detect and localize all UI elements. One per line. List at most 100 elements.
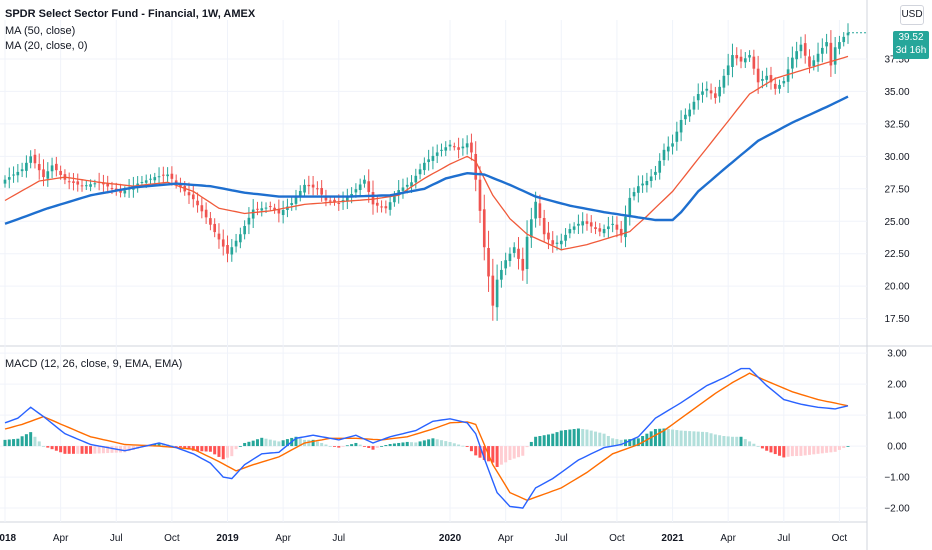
histogram-bar bbox=[512, 446, 516, 459]
time-tick-label: Apr bbox=[53, 533, 69, 544]
histogram-bar bbox=[846, 446, 850, 447]
histogram-bar bbox=[80, 446, 84, 454]
histogram-bar bbox=[795, 446, 799, 457]
candlestick-series[interactable] bbox=[3, 23, 850, 321]
candle bbox=[688, 103, 691, 122]
histogram-bar bbox=[273, 440, 277, 447]
histogram-bar bbox=[294, 436, 298, 447]
histogram-bar bbox=[833, 446, 837, 452]
histogram-bar bbox=[187, 446, 191, 450]
histogram-bar bbox=[452, 443, 456, 447]
currency-button[interactable]: USD bbox=[900, 5, 924, 25]
candle bbox=[842, 32, 846, 47]
histogram-bar bbox=[820, 446, 824, 454]
histogram-bar bbox=[42, 446, 46, 447]
candle bbox=[3, 175, 7, 188]
time-tick-label: Apr bbox=[720, 533, 736, 544]
candle bbox=[607, 216, 610, 238]
macd-line[interactable] bbox=[4, 367, 849, 509]
candle bbox=[508, 247, 512, 267]
signal-line[interactable] bbox=[4, 372, 849, 502]
candle bbox=[324, 189, 328, 207]
histogram-bar bbox=[701, 431, 705, 447]
histogram-bar bbox=[20, 436, 24, 447]
ma20-legend[interactable]: MA (20, close, 0) bbox=[5, 40, 88, 52]
candle bbox=[375, 195, 379, 213]
candle bbox=[649, 169, 653, 188]
ma20-line[interactable] bbox=[4, 55, 849, 251]
histogram-bar bbox=[341, 446, 345, 447]
histogram-bar bbox=[735, 436, 739, 447]
macd-tick-label: 3.00 bbox=[887, 349, 907, 360]
price-axis[interactable]: 17.50 20.00 22.50 25.00 27.50 30.00 32.50 35.00… bbox=[0, 54, 910, 325]
histogram-bar bbox=[829, 446, 833, 453]
histogram-bar bbox=[7, 439, 11, 447]
histogram-bar bbox=[84, 446, 88, 454]
candle bbox=[200, 197, 204, 219]
histogram-bar bbox=[598, 432, 602, 447]
histogram-bar bbox=[683, 430, 687, 447]
candle bbox=[435, 144, 439, 164]
candle bbox=[418, 163, 422, 180]
histogram-bar bbox=[281, 440, 285, 447]
histogram-bar bbox=[615, 439, 619, 447]
candle bbox=[346, 188, 349, 210]
candle bbox=[761, 70, 764, 89]
candle bbox=[136, 176, 139, 193]
histogram-bar bbox=[3, 439, 7, 447]
histogram-bar bbox=[89, 446, 93, 454]
candle bbox=[405, 177, 409, 194]
histogram-bar bbox=[247, 441, 251, 447]
candle bbox=[778, 79, 781, 94]
histogram-bar bbox=[170, 445, 174, 447]
price-tick-label: 37.50 bbox=[884, 54, 909, 65]
histogram-bar bbox=[572, 429, 576, 447]
candle bbox=[748, 50, 751, 62]
candle bbox=[470, 133, 473, 161]
histogram-bar bbox=[101, 446, 105, 454]
ma50-legend[interactable]: MA (50, close) bbox=[5, 25, 76, 37]
histogram-bar bbox=[538, 436, 542, 447]
candle bbox=[602, 224, 606, 238]
histogram-bar bbox=[345, 445, 349, 447]
histogram-bar bbox=[260, 437, 264, 447]
candle bbox=[316, 181, 319, 196]
histogram-bar bbox=[495, 446, 499, 467]
candle bbox=[307, 175, 311, 195]
histogram-bar bbox=[439, 440, 443, 447]
candle bbox=[320, 180, 323, 202]
histogram-bar bbox=[183, 446, 187, 449]
macd-tick-label: 0.00 bbox=[887, 442, 907, 453]
candle bbox=[452, 142, 456, 151]
candle bbox=[371, 180, 375, 215]
macd-tick-label: 1.00 bbox=[887, 411, 907, 422]
candle bbox=[380, 200, 383, 213]
candle bbox=[230, 239, 234, 262]
histogram-bar bbox=[337, 446, 341, 448]
histogram-bar bbox=[504, 446, 508, 463]
time-tick-label: 2021 bbox=[661, 533, 684, 544]
histogram-bar bbox=[594, 431, 598, 447]
ma50-line[interactable] bbox=[4, 95, 849, 225]
macd-legend[interactable]: MACD (12, 26, close, 9, EMA, EMA) bbox=[5, 358, 183, 370]
candle bbox=[705, 81, 709, 98]
candle bbox=[666, 136, 670, 161]
time-axis[interactable]: 2018 Apr Jul Oct 2019 Apr Jul 2020 Apr Jul Oct 2021… bbox=[0, 20, 847, 544]
candle bbox=[84, 180, 88, 191]
histogram-bar bbox=[499, 446, 503, 465]
candle bbox=[846, 23, 850, 44]
histogram-bar bbox=[611, 438, 615, 447]
macd-histogram[interactable] bbox=[3, 428, 850, 467]
last-price-value: 39.52 bbox=[898, 32, 924, 43]
candle bbox=[662, 143, 666, 166]
macd-axis[interactable]: 3.00 2.00 1.00 0.00 −1.00 −2.00 bbox=[0, 349, 910, 515]
candle bbox=[491, 258, 495, 321]
candle bbox=[512, 242, 516, 258]
candle bbox=[80, 179, 84, 192]
candle bbox=[414, 168, 418, 189]
histogram-bar bbox=[478, 446, 482, 458]
histogram-bar bbox=[773, 446, 777, 455]
candle bbox=[495, 264, 499, 321]
candle bbox=[731, 43, 734, 78]
